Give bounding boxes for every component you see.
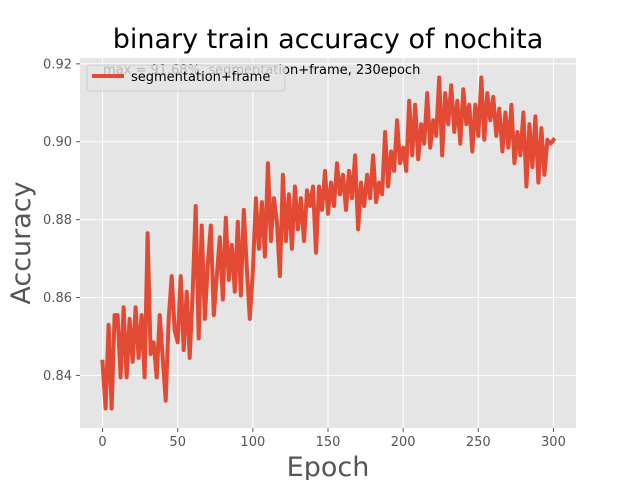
- legend-label: segmentation+frame: [131, 70, 270, 85]
- series-layer: [100, 75, 557, 411]
- y-tick-labels: 0.84 0.86 0.88 0.90 0.92: [43, 57, 80, 384]
- x-tick-label: 100: [240, 435, 265, 450]
- y-tick-label: 0.92: [43, 57, 72, 72]
- series-line-0: [100, 75, 557, 411]
- x-tick-label: 50: [169, 435, 186, 450]
- chart-title: binary train accuracy of nochita: [113, 24, 544, 55]
- x-tick-label: 150: [316, 435, 341, 450]
- y-tick-label: 0.84: [43, 369, 72, 384]
- y-tick-label: 0.88: [43, 213, 72, 228]
- x-tick-label: 200: [391, 435, 416, 450]
- x-tick-label: 0: [98, 435, 106, 450]
- y-tick-label: 0.86: [43, 291, 72, 306]
- x-axis-label: Epoch: [287, 452, 370, 480]
- x-tick-label: 300: [541, 435, 566, 450]
- x-tick-labels: 0 50 100 150 200 250 300: [98, 428, 566, 450]
- y-tick-label: 0.90: [43, 135, 72, 150]
- x-tick-label: 250: [466, 435, 491, 450]
- legend: segmentation+frame: [86, 64, 286, 92]
- legend-box: [86, 64, 286, 92]
- y-axis-label: Accuracy: [6, 181, 37, 304]
